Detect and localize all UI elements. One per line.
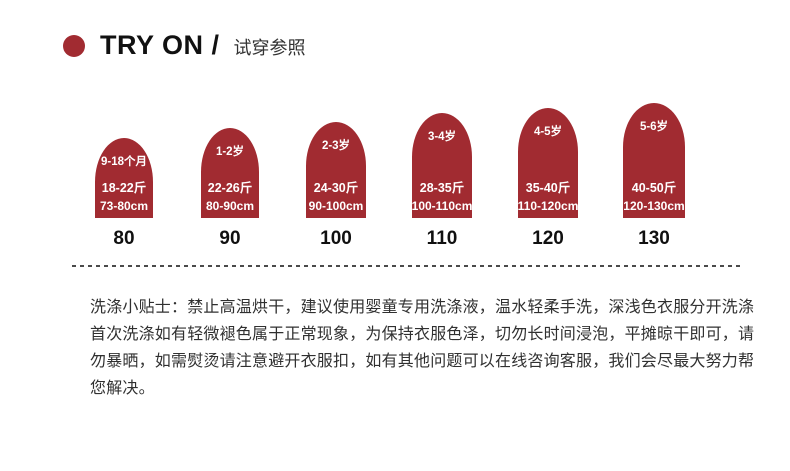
- care-note: 洗涤小贴士：禁止高温烘干，建议使用婴童专用洗涤液，温水轻柔手洗，深浅色衣服分开洗…: [90, 294, 754, 402]
- arch-measurements: 24-30斤 90-100cm: [309, 179, 364, 218]
- arch-measurements: 35-40斤 110-120cm: [518, 179, 579, 218]
- weight-range-label: 22-26斤: [207, 181, 253, 195]
- height-range-label: 120-130cm: [623, 199, 685, 213]
- weight-range-label: 28-35斤: [419, 181, 465, 195]
- age-range-label: 1-2岁: [215, 146, 245, 158]
- size-arch: 3-4岁 28-35斤 100-110cm: [412, 113, 472, 218]
- age-range-label: 2-3岁: [321, 140, 351, 152]
- weight-range-label: 40-50斤: [631, 181, 677, 195]
- size-chart-item: 9-18个月 18-22斤 73-80cm 80: [72, 103, 176, 250]
- page-title: TRY ON /: [100, 30, 220, 60]
- size-arch: 5-6岁 40-50斤 120-130cm: [623, 103, 685, 218]
- size-number-label: 110: [426, 228, 458, 249]
- arch-measurements: 40-50斤 120-130cm: [623, 179, 684, 218]
- size-arch: 4-5岁 35-40斤 110-120cm: [518, 108, 578, 218]
- weight-range-label: 18-22斤: [101, 181, 147, 195]
- care-note-line: 勿暴晒，如需熨烫请注意避开衣服扣，如有其他问题可以在线咨询客服，我们会尽最大努力…: [90, 353, 755, 370]
- size-arch: 1-2岁 22-26斤 80-90cm: [201, 128, 259, 218]
- age-range-label: 9-18个月: [100, 156, 148, 168]
- age-range-label: 4-5岁: [533, 126, 563, 138]
- arch-measurements: 22-26斤 80-90cm: [206, 179, 254, 218]
- size-number-label: 90: [219, 228, 241, 249]
- height-range-label: 80-90cm: [205, 199, 255, 213]
- care-note-line: 首次洗涤如有轻微褪色属于正常现象，为保持衣服色泽，切勿长时间浸泡，平摊晾干即可，…: [90, 326, 755, 343]
- size-chart-item: 2-3岁 24-30斤 90-100cm 100: [284, 103, 388, 250]
- size-chart-item: 5-6岁 40-50斤 120-130cm 130: [602, 103, 706, 250]
- care-note-line: 您解决。: [90, 380, 155, 397]
- size-chart-item: 3-4岁 28-35斤 100-110cm 110: [390, 103, 494, 250]
- size-arch: 9-18个月 18-22斤 73-80cm: [95, 138, 153, 218]
- size-number-label: 80: [113, 228, 135, 249]
- size-chart-item: 4-5岁 35-40斤 110-120cm 120: [496, 103, 600, 250]
- height-range-label: 73-80cm: [99, 199, 149, 213]
- height-range-label: 110-120cm: [517, 199, 579, 213]
- weight-range-label: 24-30斤: [313, 181, 359, 195]
- bullet-dot-icon: [63, 34, 85, 57]
- arch-measurements: 18-22斤 73-80cm: [100, 179, 148, 218]
- arch-measurements: 28-35斤 100-110cm: [412, 179, 473, 218]
- size-arch: 2-3岁 24-30斤 90-100cm: [306, 122, 366, 218]
- section-header: TRY ON / 试穿参照: [63, 30, 306, 61]
- page-subtitle: 试穿参照: [233, 38, 306, 58]
- size-number-label: 100: [320, 228, 352, 249]
- age-range-label: 3-4岁: [427, 131, 457, 143]
- size-number-label: 130: [638, 228, 670, 249]
- size-number-label: 120: [532, 228, 564, 249]
- size-chart: 9-18个月 18-22斤 73-80cm 80 1-2岁 22-26斤 80-…: [72, 103, 706, 250]
- height-range-label: 100-110cm: [411, 199, 473, 213]
- dashed-divider: [72, 265, 740, 267]
- size-chart-item: 1-2岁 22-26斤 80-90cm 90: [178, 103, 282, 250]
- age-range-label: 5-6岁: [639, 121, 669, 133]
- weight-range-label: 35-40斤: [525, 181, 571, 195]
- height-range-label: 90-100cm: [308, 199, 364, 213]
- care-note-line: 洗涤小贴士：禁止高温烘干，建议使用婴童专用洗涤液，温水轻柔手洗，深浅色衣服分开洗…: [90, 299, 755, 316]
